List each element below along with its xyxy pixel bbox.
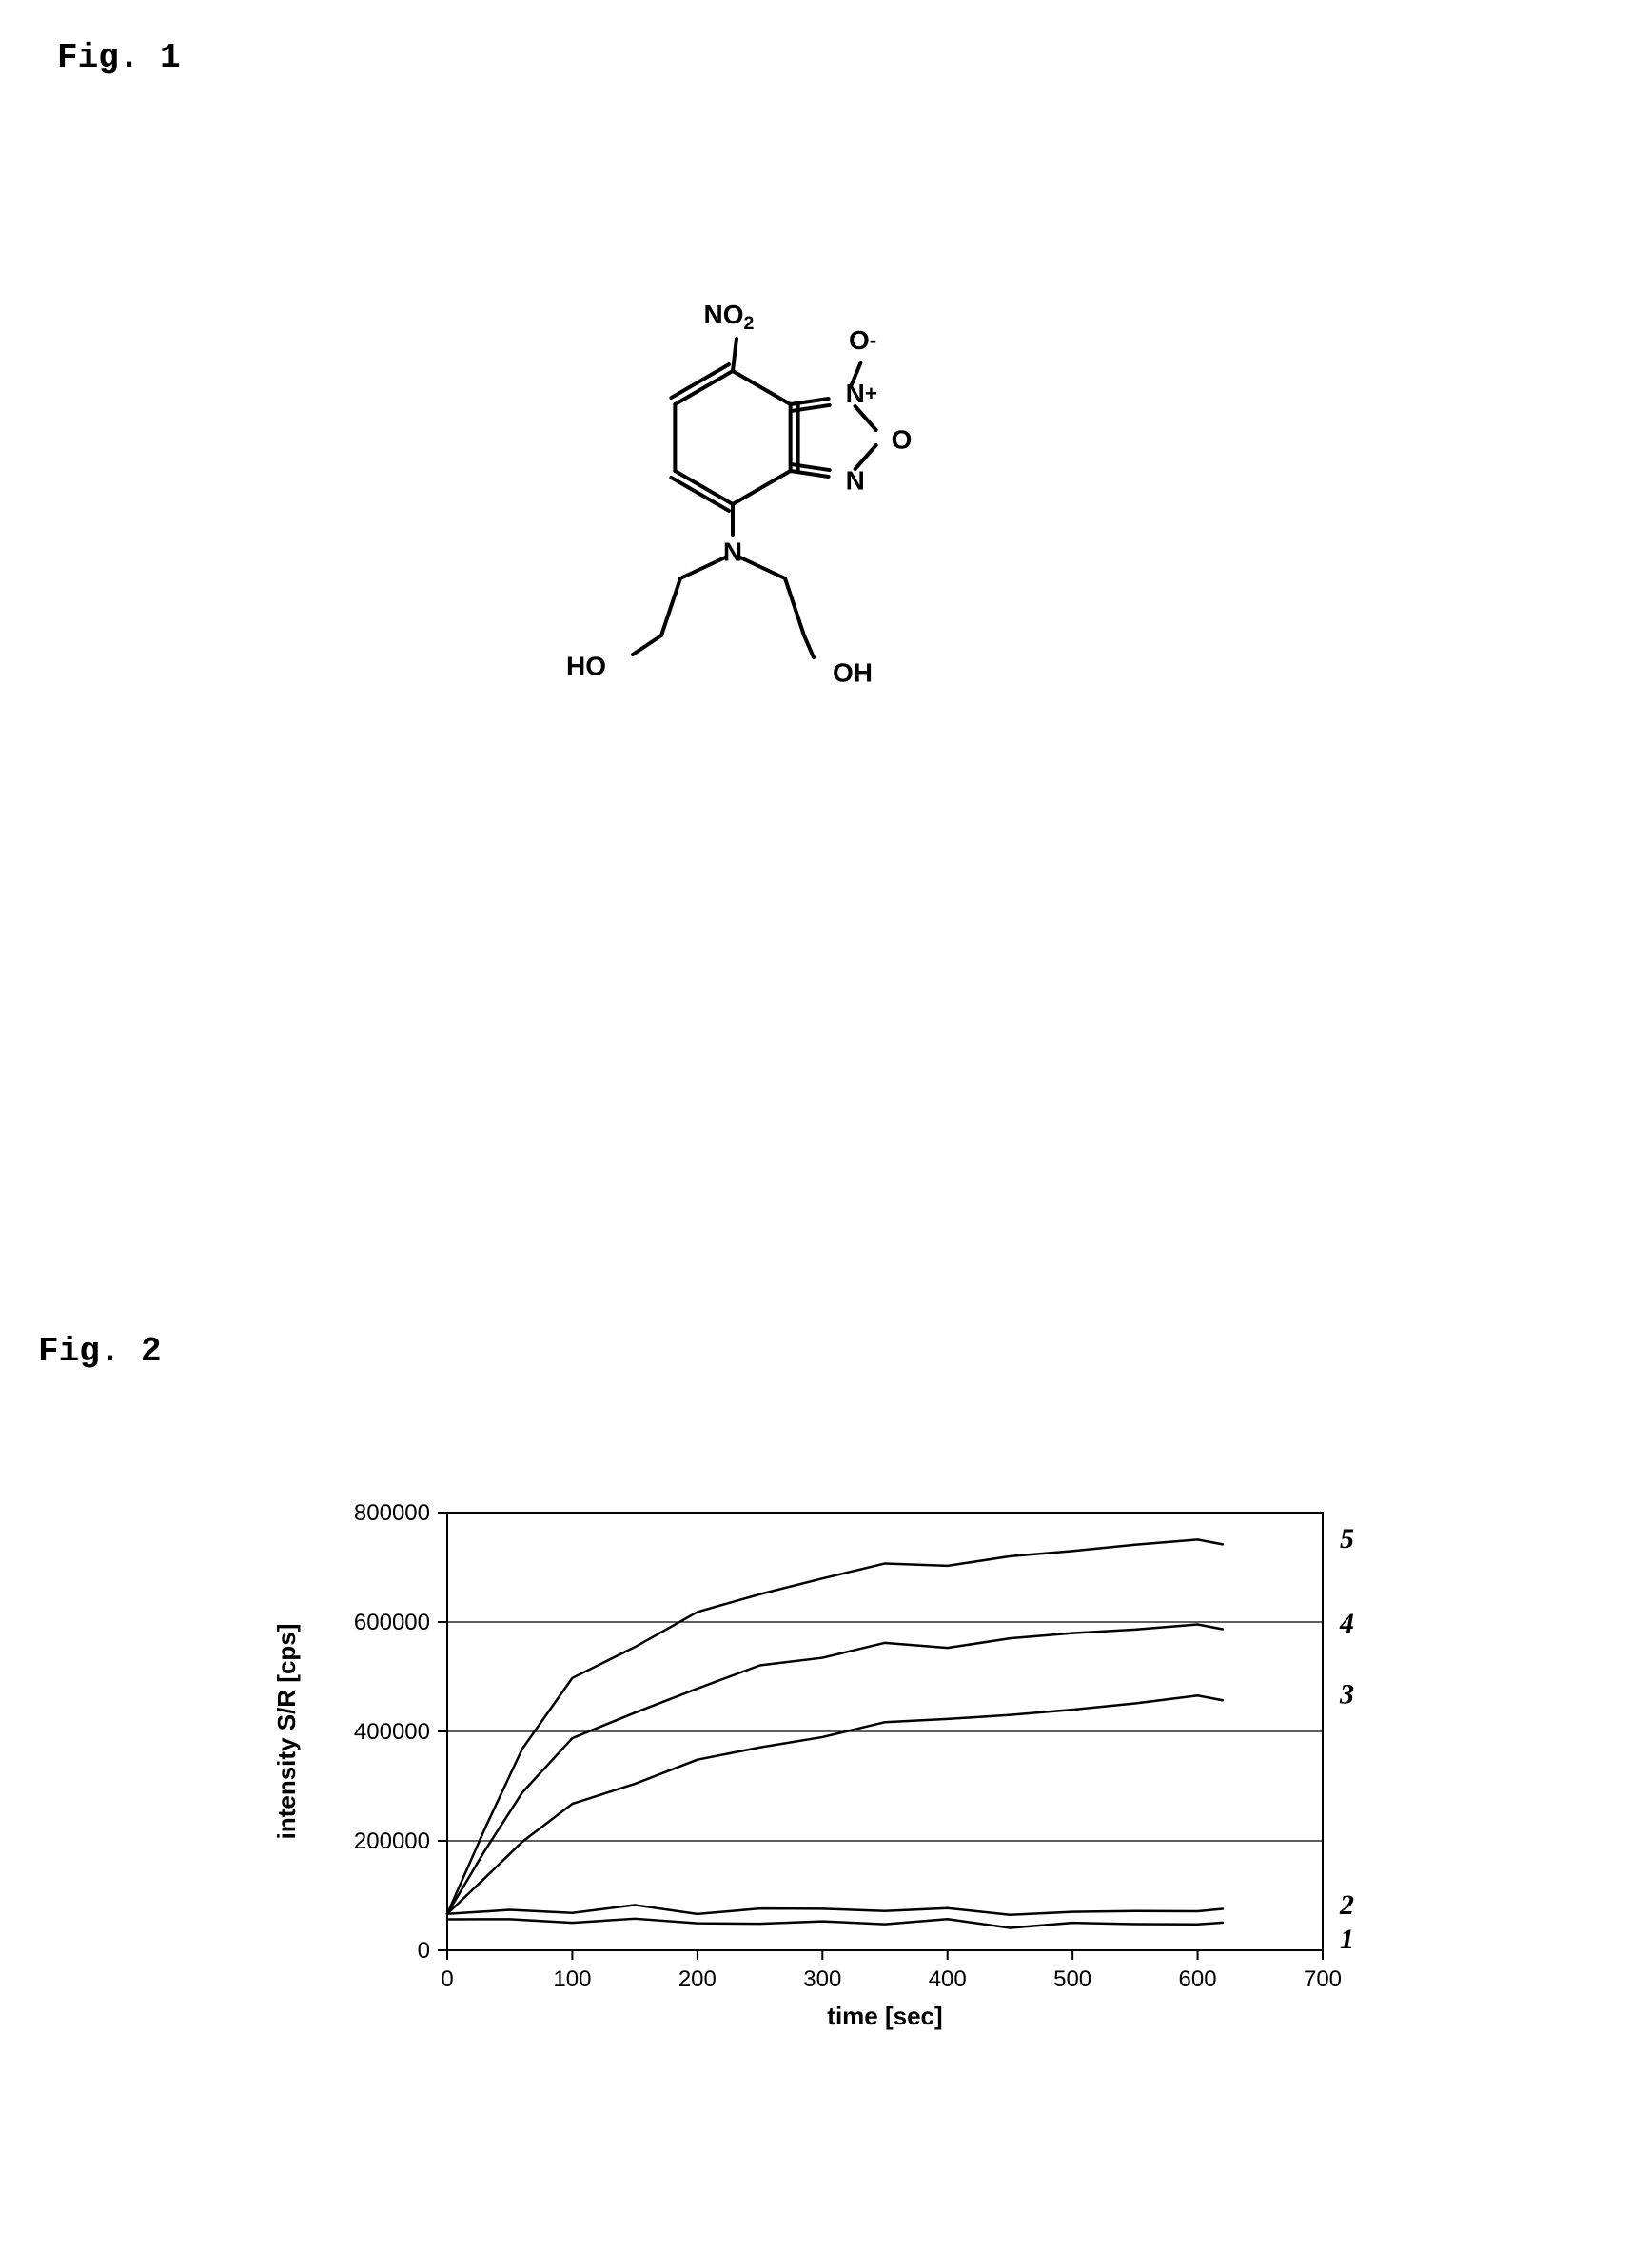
series-label-4: 4 [1339,1608,1354,1639]
svg-text:700: 700 [1304,1966,1342,1992]
svg-text:200: 200 [678,1966,717,1992]
figure-1-label: Fig. 1 [57,38,181,77]
figure-2-chart: 0 200000 400000 600000 800000 0 100 200 300 400 50… [247,1484,1408,2074]
svg-text:N+: N+ [846,379,877,408]
series-label-5: 5 [1340,1523,1354,1554]
svg-text:OH: OH [833,657,873,687]
svg-text:0: 0 [418,1938,430,1964]
svg-text:NO2: NO2 [704,300,755,334]
series-label-2: 2 [1339,1889,1354,1921]
svg-text:500: 500 [1053,1966,1091,1992]
svg-text:600: 600 [1179,1966,1217,1992]
svg-text:N: N [723,537,742,566]
figure-1-molecule: NO2O-N+ONNHOOH [514,247,1047,780]
figure-2-label: Fig. 2 [38,1332,162,1371]
svg-text:800000: 800000 [354,1500,430,1526]
svg-text:0: 0 [441,1966,453,1992]
svg-text:400000: 400000 [354,1719,430,1745]
svg-text:100: 100 [553,1966,591,1992]
svg-text:O-: O- [849,325,876,355]
svg-text:intensity S/R [cps]: intensity S/R [cps] [272,1624,301,1840]
svg-text:400: 400 [929,1966,967,1992]
series-label-3: 3 [1339,1679,1354,1711]
svg-text:HO: HO [566,651,606,680]
svg-text:200000: 200000 [354,1828,430,1854]
series-label-1: 1 [1340,1924,1354,1955]
svg-text:600000: 600000 [354,1610,430,1635]
svg-text:N: N [846,465,865,495]
svg-text:O: O [892,424,913,454]
svg-text:300: 300 [803,1966,841,1992]
svg-text:time [sec]: time [sec] [827,2002,942,2030]
